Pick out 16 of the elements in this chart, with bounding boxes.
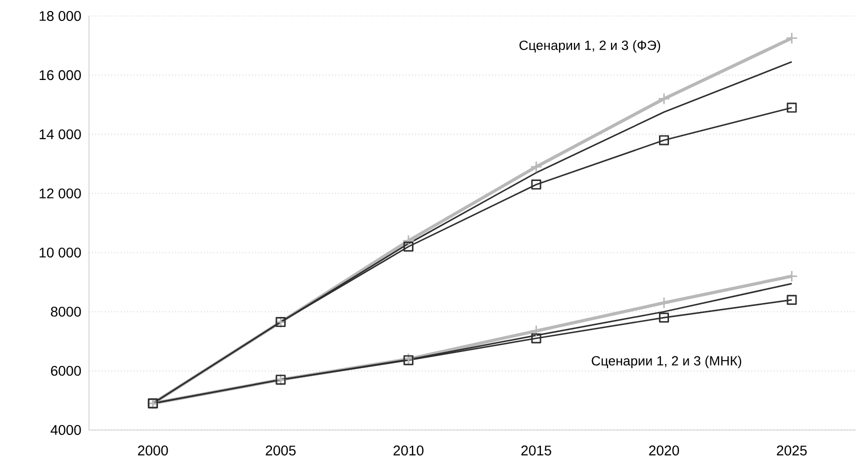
- y-tick-label: 12 000: [40, 188, 81, 198]
- y-tick-label: 6000: [51, 366, 81, 376]
- y-tick-label: 18 000: [40, 11, 81, 21]
- x-tick-label: 2010: [394, 446, 424, 456]
- y-tick-label: 8000: [50, 306, 81, 317]
- annotation: Сценарии 1, 2 и 3 (МНК): [592, 356, 742, 368]
- x-tick-label: 2020: [649, 446, 680, 456]
- y-tick-label: 14 000: [40, 129, 81, 140]
- x-tick-label: 2000: [138, 446, 168, 456]
- y-tick-label: 4000: [50, 425, 81, 435]
- x-tick-label: 2005: [266, 446, 296, 456]
- y-tick-label: 16 000: [40, 70, 81, 80]
- annotation: Сценарии 1, 2 и 3 (ФЭ): [519, 40, 660, 53]
- y-tick-label: 10 000: [40, 248, 81, 258]
- x-tick-label: 2025: [776, 446, 807, 456]
- x-tick-label: 2015: [521, 446, 552, 456]
